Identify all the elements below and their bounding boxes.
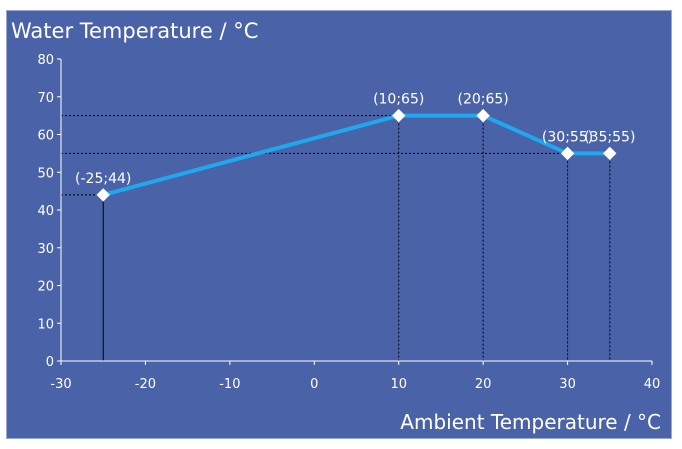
chart-area: Water Temperature / °C Ambient Temperatu… <box>6 10 672 439</box>
y-tick-label: 70 <box>37 91 54 106</box>
guide-lines <box>61 116 610 361</box>
chart-svg: Water Temperature / °C Ambient Temperatu… <box>7 11 673 440</box>
x-tick-label: -10 <box>219 377 240 392</box>
data-point-label: (10;65) <box>373 92 424 108</box>
y-tick-label: 40 <box>37 204 54 219</box>
data-point-label: (20;65) <box>458 92 509 108</box>
y-tick-label: 50 <box>37 166 54 181</box>
y-tick-label: 10 <box>37 317 54 332</box>
x-tick-label: 0 <box>310 377 318 392</box>
x-tick-label: 10 <box>390 377 407 392</box>
data-point-label: (35;55) <box>584 129 635 145</box>
x-tick-label: 20 <box>475 377 492 392</box>
y-tick-label: 80 <box>37 53 54 68</box>
data-point-label: (-25;44) <box>75 171 131 187</box>
y-tick-label: 60 <box>37 129 54 144</box>
x-axis-title: Ambient Temperature / °C <box>400 410 661 434</box>
data-point-marker <box>477 110 489 122</box>
x-tick-label: -20 <box>135 377 156 392</box>
x-tick-label: -30 <box>50 377 71 392</box>
data-labels: (-25;44)(10;65) (20;65)(30;55)(35;55) <box>75 92 635 187</box>
axes <box>57 59 652 365</box>
data-point-marker <box>97 189 109 201</box>
y-tick-label: 30 <box>37 242 54 257</box>
y-tick-label: 20 <box>37 280 54 295</box>
data-point-marker <box>604 147 616 159</box>
chart-title: Water Temperature / °C <box>11 19 258 43</box>
series-line <box>103 116 610 195</box>
x-tick-label: 40 <box>644 377 661 392</box>
y-tick-label: 0 <box>46 355 54 370</box>
data-point-marker <box>393 110 405 122</box>
tick-labels: 0 10 20 30 40 50 60 70 80 -30 -20 -10 0 10 20 30 40 <box>37 53 660 392</box>
series <box>97 110 616 201</box>
x-tick-label: 30 <box>559 377 576 392</box>
data-point-marker <box>562 147 574 159</box>
